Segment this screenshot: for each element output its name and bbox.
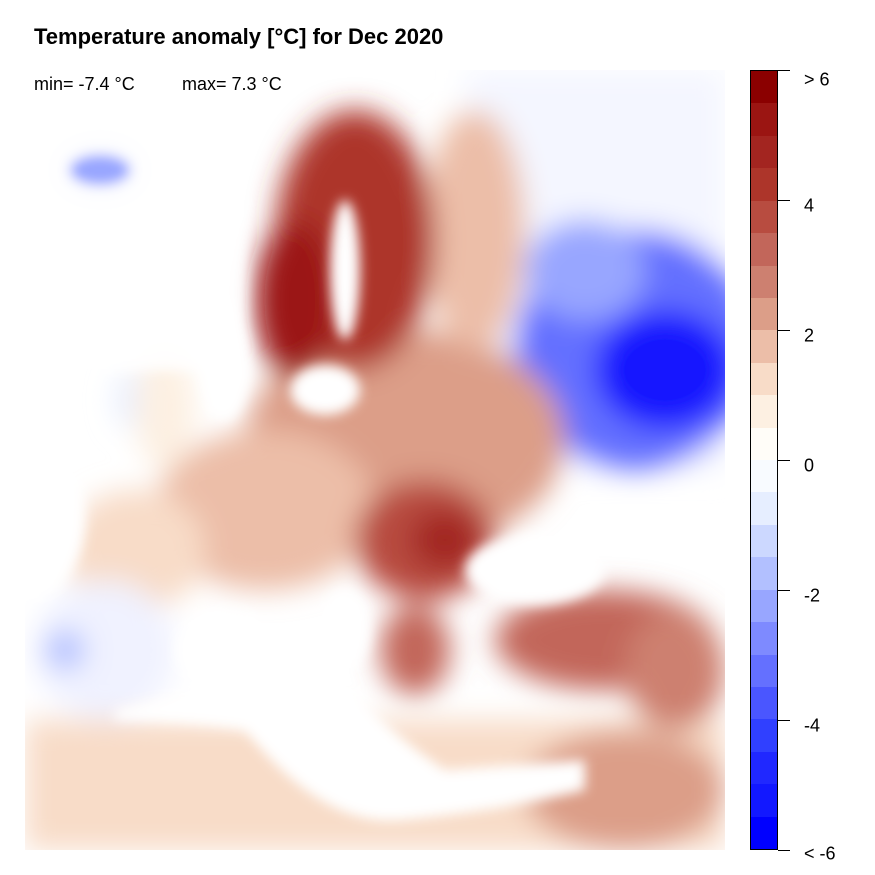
sea-tyrrhenian xyxy=(175,610,275,690)
region-cold-edge xyxy=(525,220,645,320)
colorbar-label: 2 xyxy=(804,325,815,346)
colorbar xyxy=(750,70,778,850)
region-iberia xyxy=(35,580,175,720)
colorbar-bin xyxy=(751,492,777,525)
region-france xyxy=(65,490,205,610)
colorbar-bin xyxy=(751,751,777,785)
colorbar-tick xyxy=(778,460,790,461)
map-title: Temperature anomaly [°C] for Dec 2020 xyxy=(34,24,444,49)
region-egypt xyxy=(525,730,725,850)
region-cold-core xyxy=(595,310,725,430)
min-value: min= -7.4 °C xyxy=(32,74,137,95)
sea-north xyxy=(200,300,250,420)
colorbar-bin xyxy=(751,622,777,655)
colorbar-bin xyxy=(751,719,777,752)
sea-baltic xyxy=(330,200,360,340)
sea-mediterranean xyxy=(115,670,585,821)
colorbar-label: -2 xyxy=(804,585,821,606)
colorbar-bin xyxy=(751,524,777,558)
colorbar-bin xyxy=(751,200,777,234)
region-western-europe xyxy=(155,430,375,590)
colorbar-bin xyxy=(751,135,777,169)
colorbar-bin xyxy=(751,330,777,363)
region-greece xyxy=(380,605,450,695)
sea-baltic-south xyxy=(290,365,360,415)
colorbar-tick xyxy=(778,330,790,331)
anomaly-map xyxy=(25,70,725,850)
colorbar-bin xyxy=(751,589,777,623)
iceland-land xyxy=(70,155,130,185)
sea-adriatic xyxy=(320,590,370,670)
colorbar-bin xyxy=(751,233,777,266)
sea-biscay xyxy=(25,440,85,600)
colorbar-label: > 6 xyxy=(804,69,830,90)
region-romania xyxy=(410,510,480,570)
region-portugal xyxy=(45,630,85,670)
region-middle-east xyxy=(625,610,725,730)
colorbar-tick xyxy=(778,590,790,591)
colorbar-tick xyxy=(778,850,790,851)
region-norway xyxy=(255,220,335,380)
colorbar-bin xyxy=(751,395,777,428)
colorbar-bin xyxy=(751,362,777,396)
colorbar-bin xyxy=(751,103,777,136)
colorbar-label: 4 xyxy=(804,195,815,216)
colorbar-bin xyxy=(751,427,777,461)
colorbar-label: -4 xyxy=(804,715,821,736)
colorbar-bin xyxy=(751,687,777,720)
colorbar-label: < -6 xyxy=(804,843,836,864)
colorbar-tick xyxy=(778,70,790,71)
region-karelia xyxy=(425,110,525,350)
colorbar-bin xyxy=(751,71,777,104)
colorbar-bin xyxy=(751,265,777,298)
colorbar-bin xyxy=(751,816,777,850)
max-value: max= 7.3 °C xyxy=(180,74,284,95)
region-great-britain xyxy=(135,350,195,470)
colorbar-bin xyxy=(751,297,777,331)
colorbar-tick xyxy=(778,720,790,721)
sea-black xyxy=(465,535,605,605)
colorbar-bin xyxy=(751,557,777,590)
colorbar-bin xyxy=(751,784,777,817)
colorbar-bin xyxy=(751,460,777,493)
colorbar-label: 0 xyxy=(804,455,815,476)
colorbar-bin xyxy=(751,654,777,688)
colorbar-bin xyxy=(751,168,777,201)
colorbar-tick xyxy=(778,200,790,201)
